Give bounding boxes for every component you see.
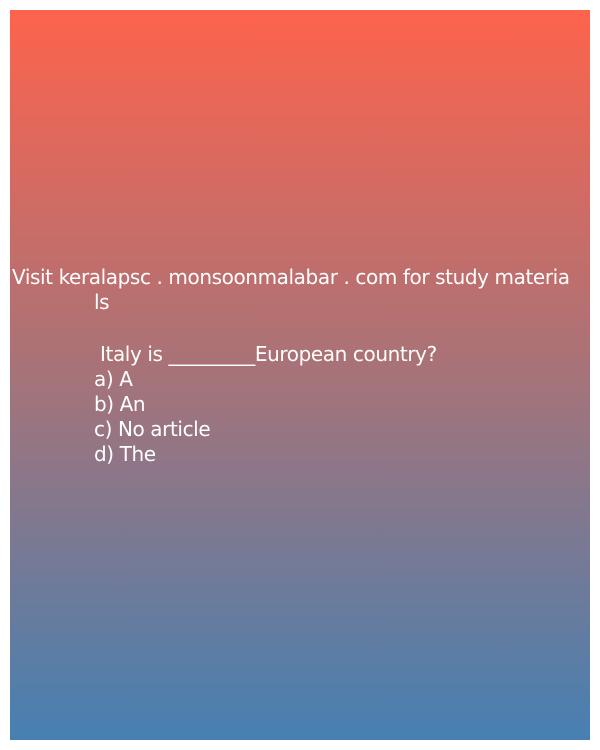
promo-text: Visit keralapsc . monsoonmalabar . com f… (12, 265, 590, 315)
option-d: d) The (94, 442, 156, 466)
promo-line-1: Visit keralapsc . monsoonmalabar . com f… (12, 265, 570, 289)
option-a: a) A (94, 367, 133, 391)
option-c: c) No article (94, 417, 211, 441)
answer-options: a) A b) An c) No article d) The (94, 367, 211, 467)
question-card: Visit keralapsc . monsoonmalabar . com f… (10, 10, 590, 740)
option-b: b) An (94, 392, 146, 416)
question-text: Italy is _________European country? (100, 342, 437, 366)
promo-line-2: ls (94, 290, 110, 314)
